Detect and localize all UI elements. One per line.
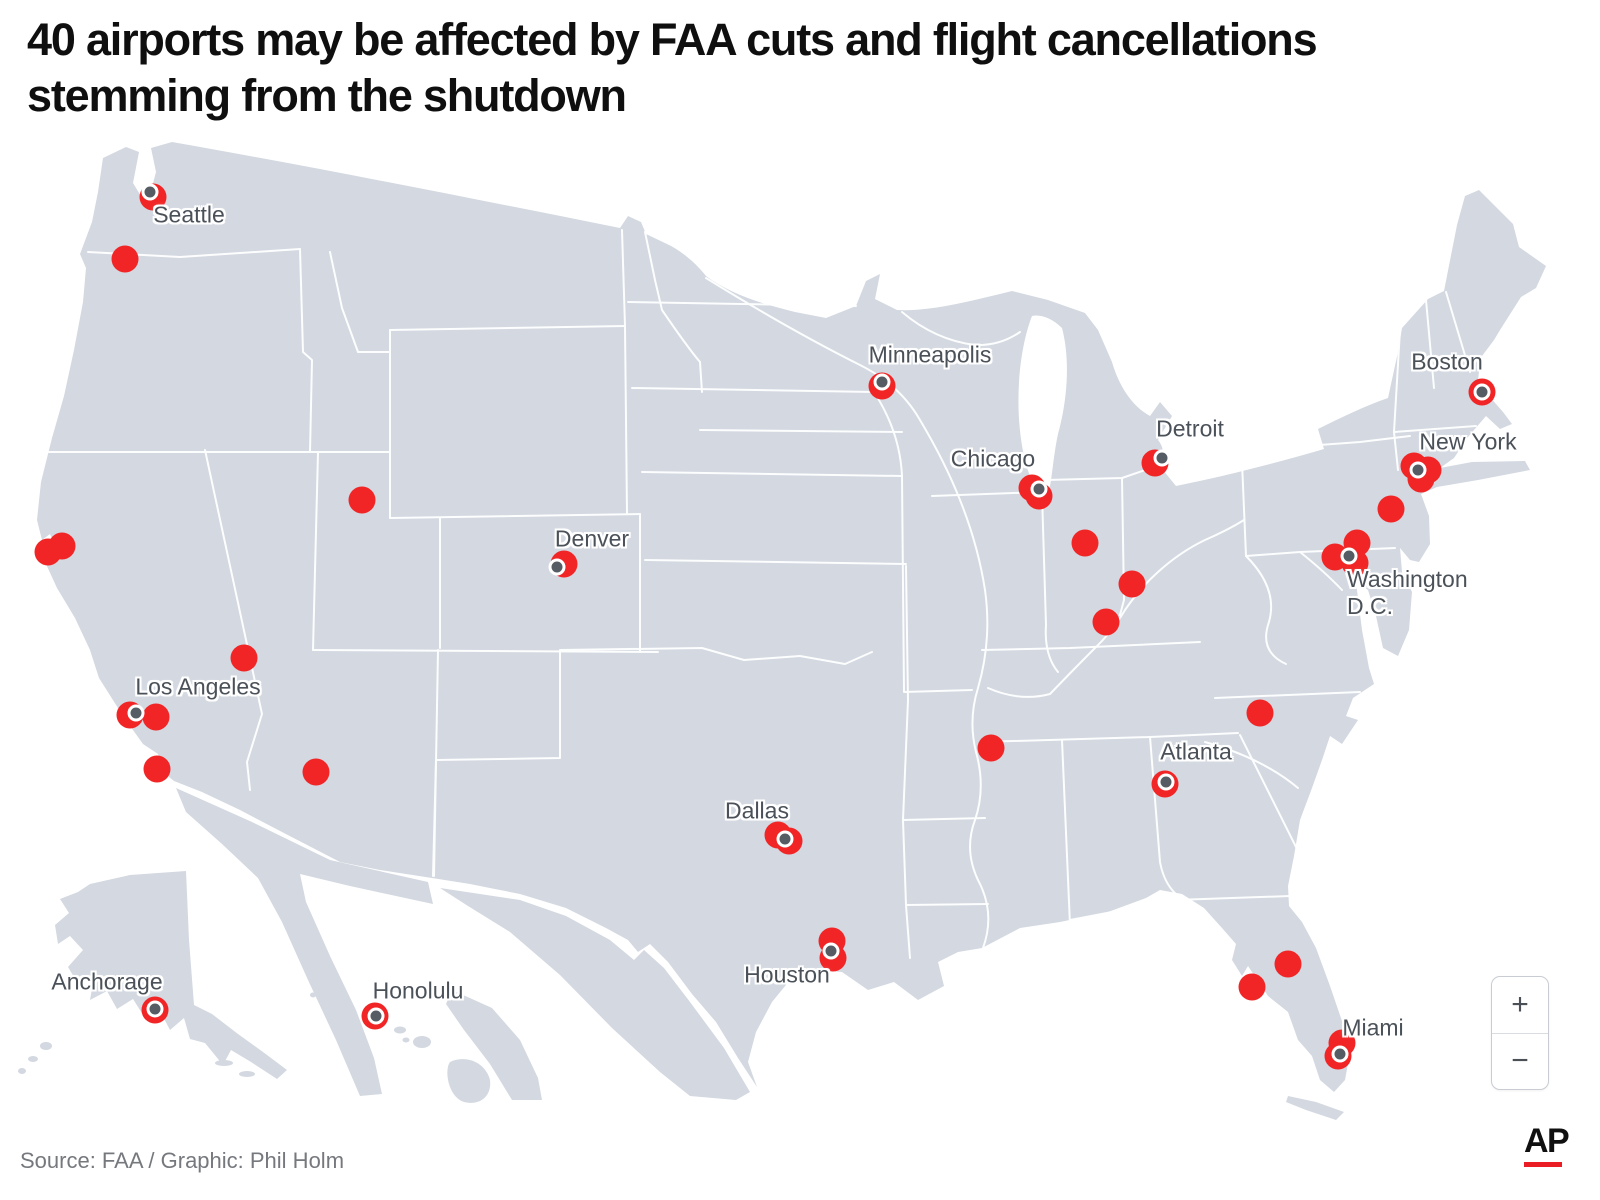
city-dot-los-angeles — [127, 704, 145, 722]
airport-dot — [302, 758, 330, 786]
airport-dot-los-angeles — [142, 703, 170, 731]
airport-dot — [48, 532, 76, 560]
city-dot-new-york — [1409, 461, 1427, 479]
zoom-control-divider — [1492, 1032, 1548, 1034]
ap-logo-text: AP — [1524, 1122, 1570, 1160]
airport-dot — [1238, 973, 1266, 1001]
mexico-west-landmass — [176, 788, 433, 1096]
mexico-coast-landmass — [446, 990, 542, 1100]
city-label-minneapolis: Minneapolis — [868, 341, 992, 368]
city-dot-chicago — [1030, 480, 1048, 498]
city-dot-anchorage — [146, 1000, 164, 1018]
city-label-miami: Miami — [1342, 1014, 1404, 1041]
zoom-out-button[interactable]: − — [1492, 1034, 1548, 1090]
city-label-denver: Denver — [554, 525, 630, 552]
map-zoom-control: + − — [1491, 976, 1549, 1090]
city-label-washington-d-c-: Washington D.C. — [1347, 566, 1468, 619]
mexico-east-landmass — [440, 888, 750, 1100]
cuba-landmass — [1286, 1096, 1344, 1120]
city-label-detroit: Detroit — [1156, 415, 1224, 442]
city-dot-dallas — [776, 830, 794, 848]
city-label-chicago: Chicago — [950, 445, 1036, 472]
airport-dot — [111, 245, 139, 273]
city-dot-miami — [1331, 1045, 1349, 1063]
city-label-dallas: Dallas — [725, 797, 789, 824]
source-credit: Source: FAA / Graphic: Phil Holm — [20, 1148, 345, 1173]
airport-dot — [1118, 570, 1146, 598]
city-dot-seattle — [141, 183, 159, 201]
city-label-new-york: New York — [1419, 428, 1517, 455]
airport-dot — [348, 486, 376, 514]
city-dot-houston — [822, 942, 840, 960]
city-dot-washington-d-c- — [1340, 547, 1358, 565]
city-dot-detroit — [1153, 449, 1171, 467]
city-dot-denver — [548, 558, 566, 576]
city-dot-minneapolis — [873, 373, 891, 391]
airport-dot — [230, 644, 258, 672]
ap-logo-underline — [1524, 1162, 1562, 1167]
alaska-landmass — [55, 871, 287, 1079]
city-label-atlanta: Atlanta — [1160, 738, 1232, 765]
airport-dot — [1274, 950, 1302, 978]
city-label-anchorage: Anchorage — [51, 968, 163, 995]
city-label-houston: Houston — [744, 961, 830, 988]
airport-dot — [143, 755, 171, 783]
lower48-landmass — [37, 142, 1546, 1092]
airport-dot — [1377, 495, 1405, 523]
city-label-honolulu: Honolulu — [372, 977, 464, 1004]
graphic-title: 40 airports may be affected by FAA cuts … — [27, 14, 1318, 121]
city-label-los-angeles: Los Angeles — [135, 673, 261, 700]
city-dot-atlanta — [1157, 773, 1175, 791]
airport-dot — [1092, 608, 1120, 636]
city-label-boston: Boston — [1411, 348, 1483, 375]
city-dot-honolulu — [367, 1007, 385, 1025]
city-dot-boston — [1473, 383, 1491, 401]
airport-dot — [977, 734, 1005, 762]
city-label-seattle: Seattle — [153, 201, 225, 228]
ap-logo: AP — [1524, 1122, 1570, 1167]
airport-dot — [1246, 699, 1274, 727]
airport-dot — [1071, 529, 1099, 557]
zoom-in-button[interactable]: + — [1492, 977, 1548, 1033]
